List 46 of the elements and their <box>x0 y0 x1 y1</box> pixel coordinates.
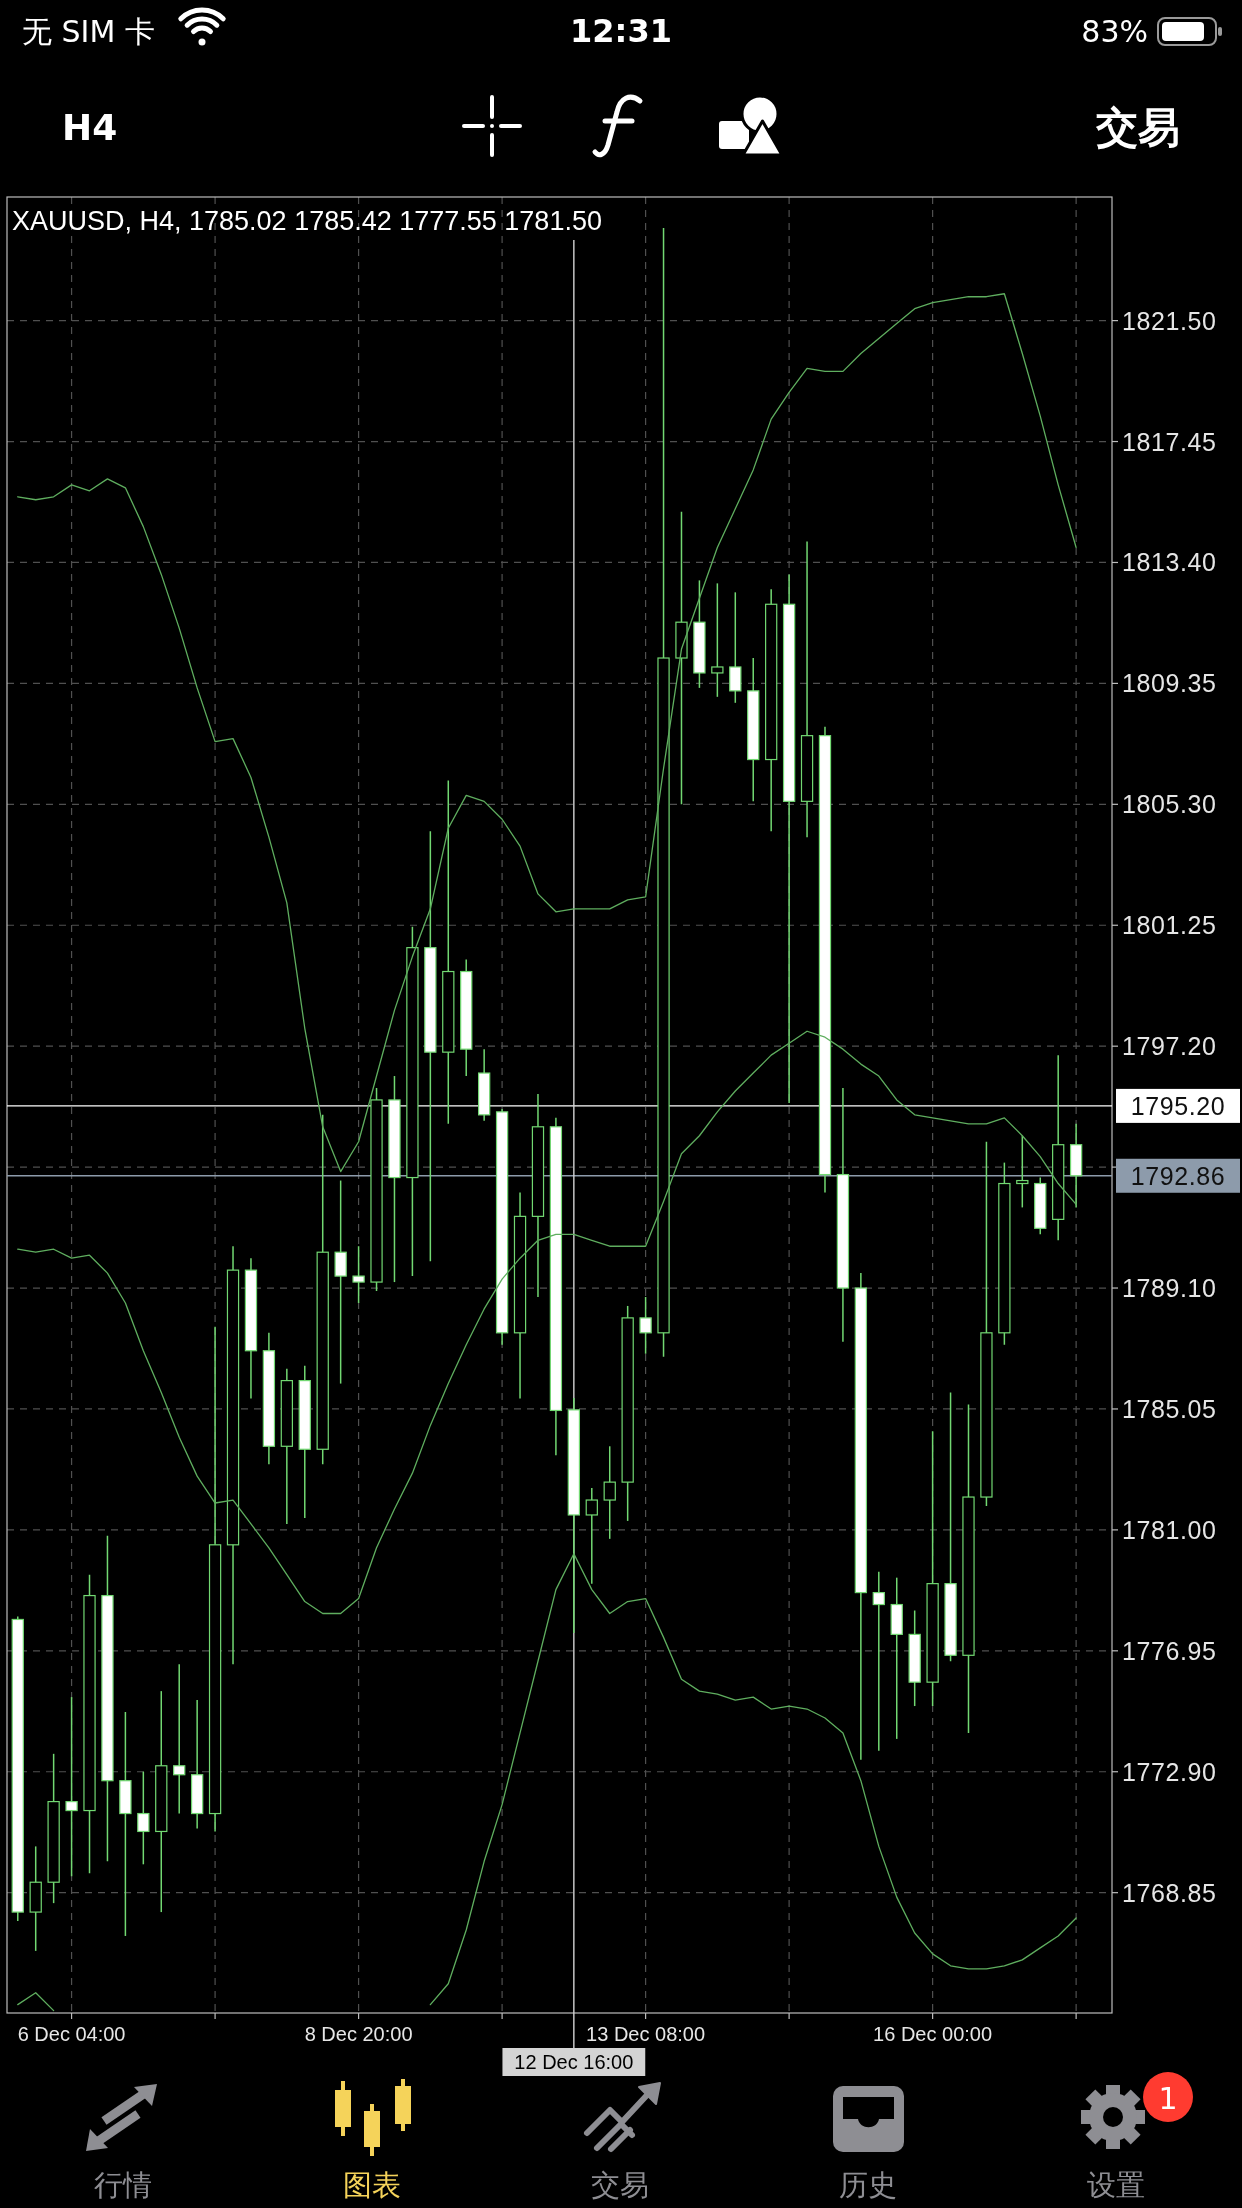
text: 无 SIM 卡 <box>22 13 155 49</box>
y-tick-label: 1809.35 <box>1122 669 1217 698</box>
candlestick <box>352 1245 365 1304</box>
y-tick-label: 1801.25 <box>1122 911 1217 940</box>
text: 83% <box>1081 13 1148 49</box>
line-series <box>17 293 1077 1173</box>
candlestick <box>639 1296 652 1355</box>
candlestick <box>603 1445 616 1540</box>
candlestick <box>173 1663 186 1815</box>
y-tick-label: 1805.30 <box>1122 790 1217 819</box>
y-tick-label: 1776.95 <box>1122 1636 1217 1665</box>
y-tick-label: 1785.05 <box>1122 1394 1217 1423</box>
candlestick <box>65 1696 78 1877</box>
text: 历史 <box>839 2168 897 2202</box>
y-tick-label: 1797.20 <box>1122 1032 1217 1061</box>
candlestick <box>585 1487 598 1585</box>
candlestick <box>1016 1135 1029 1209</box>
ref-line-label: 1792.86 <box>1130 1161 1226 1190</box>
y-tick-label: 1817.45 <box>1122 427 1217 456</box>
text: 行情 <box>94 2168 152 2202</box>
y-tick-label: 1781.00 <box>1122 1515 1217 1544</box>
candlestick <box>729 591 742 704</box>
candlestick <box>334 1179 347 1385</box>
ref-line-label: 1795.20 <box>1130 1091 1226 1120</box>
x-tick-label: 6 Dec 04:00 <box>17 2023 126 2045</box>
y-tick-label: 1821.50 <box>1122 306 1217 335</box>
text: 交易 <box>591 2168 649 2202</box>
text: 图表 <box>343 2168 401 2202</box>
text: H4 <box>62 106 118 148</box>
text: 交易 <box>1095 102 1180 152</box>
x-tick-label: 8 Dec 20:00 <box>304 2023 413 2045</box>
y-tick-label: 1772.90 <box>1122 1757 1217 1786</box>
text: 12:31 <box>570 12 672 50</box>
y-tick-label: 1789.10 <box>1122 1274 1217 1303</box>
line-series <box>17 1030 1077 1615</box>
text: 设置 <box>1087 2168 1145 2202</box>
candlestick <box>137 1770 150 1866</box>
x-tick-label: 16 Dec 00:00 <box>873 2023 993 2045</box>
y-tick-label: 1768.85 <box>1122 1878 1217 1907</box>
candlestick <box>711 582 724 698</box>
x-tick-label: 12 Dec 16:00 <box>514 2051 634 2073</box>
y-tick-label: 1813.40 <box>1122 548 1217 577</box>
text: 1 <box>1158 2080 1178 2116</box>
x-tick-label: 13 Dec 08:00 <box>586 2023 706 2045</box>
candlestick <box>872 1570 885 1752</box>
chart-title: XAUUSD, H4, 1785.02 1785.42 1777.55 1781.50 <box>12 206 602 236</box>
